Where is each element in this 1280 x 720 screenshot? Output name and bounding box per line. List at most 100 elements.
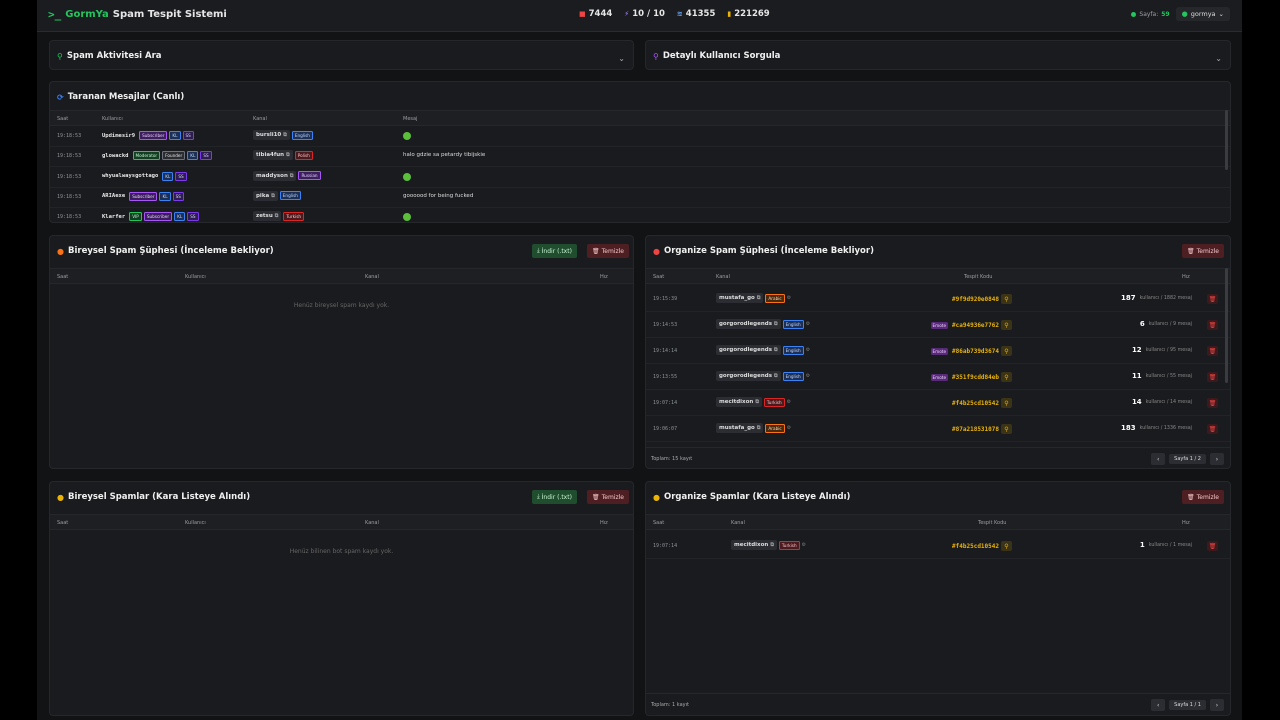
username[interactable]: Updimesir9	[102, 132, 136, 139]
channel-chip[interactable]: bursli10 ⧉	[253, 130, 290, 140]
detection-code[interactable]: #f4b25cd10542	[952, 542, 999, 550]
table-row[interactable]: 19:07:14 mecitdixon ⧉ Turkish ⚙ #f4b25cd105…	[646, 533, 1230, 559]
empty-state: Henüz bireysel spam kaydı yok.	[293, 302, 390, 309]
channel-chip[interactable]: gorgorodlegends ⧉	[716, 371, 781, 381]
detection-code[interactable]: #87a218531078	[952, 425, 999, 433]
table-row[interactable]: 19:15:39 mustafa_go ⧉ Arabic ⚙ #9f9d920e084…	[646, 286, 1230, 312]
org-black-footer: Toplam: 1 kayıt ‹ Sayfa 1 / 1 ›	[646, 693, 1230, 715]
username[interactable]: whyualwaysgottago	[102, 173, 159, 180]
org-black-header: Saat Kanal Tespit Kodu Hız	[646, 514, 1230, 530]
search-icon[interactable]: ⚲	[1001, 346, 1012, 356]
badge: Polish	[294, 150, 313, 160]
search-icon[interactable]: ⚲	[1001, 424, 1012, 434]
badge: KL	[187, 151, 199, 161]
settings-icon[interactable]: ⚙	[786, 295, 792, 301]
detection-code[interactable]: #86ab739d3674	[952, 347, 999, 355]
indiv-black-header: Saat Kullanıcı Kanal Hız	[50, 514, 633, 530]
channel-chip[interactable]: mustafa_go ⧉	[716, 293, 764, 303]
count-detail: kullanıcı / 95 mesaj	[1145, 347, 1192, 353]
row-channel: gorgorodlegends ⧉ English ⚙	[716, 371, 810, 381]
col-channel: Kanal	[365, 520, 379, 526]
delete-icon[interactable]: 🗑	[1207, 372, 1218, 382]
delete-icon[interactable]: 🗑	[1207, 398, 1218, 408]
channel-chip[interactable]: mustafa_go ⧉	[716, 423, 764, 433]
channel-chip[interactable]: maddyson ⧉	[253, 170, 297, 181]
search-icon[interactable]: ⚲	[1001, 372, 1012, 382]
channel-chip[interactable]: zetsu ⧉	[253, 211, 282, 222]
badge: Turkish	[778, 540, 800, 550]
username[interactable]: glowackd	[102, 152, 129, 159]
table-row[interactable]: 19:18:53 Klarfer VIP Subscriber KL SS zetsu ⧉…	[50, 208, 1230, 222]
col-user: Kullanıcı	[102, 116, 123, 122]
next-page-button[interactable]: ›	[1210, 453, 1224, 465]
settings-icon[interactable]: ⚙	[786, 425, 792, 431]
chevron-down-icon[interactable]: ⌄	[618, 54, 625, 63]
prev-page-button[interactable]: ‹	[1151, 453, 1166, 465]
delete-icon[interactable]: 🗑	[1207, 541, 1218, 551]
table-row[interactable]: 19:18:53 Updimesir9 Subscriber KL SS bursli…	[50, 127, 1230, 147]
detection-code[interactable]: #ca94936e7762	[952, 321, 999, 329]
channel-chip[interactable]: gorgorodlegends ⧉	[716, 319, 781, 329]
delete-icon[interactable]: 🗑	[1207, 294, 1218, 304]
external-link-icon: ⧉	[286, 152, 290, 159]
org-scrollbar[interactable]	[1225, 268, 1228, 383]
delete-icon[interactable]: 🗑	[1207, 320, 1218, 330]
clear-button[interactable]: 🗑 Temizle	[1182, 490, 1224, 504]
row-actions: 🗑	[1207, 398, 1218, 408]
settings-icon[interactable]: ⚙	[805, 373, 811, 379]
table-row[interactable]: 19:14:14 gorgorodlegends ⧉ English ⚙ Emote #…	[646, 338, 1230, 364]
trash-icon: 🗑	[592, 493, 600, 501]
live-scrollbar[interactable]	[1225, 110, 1228, 170]
col-channel: Kanal	[253, 116, 267, 122]
settings-icon[interactable]: ⚙	[805, 347, 811, 353]
delete-icon[interactable]: 🗑	[1207, 346, 1218, 356]
table-row[interactable]: 19:14:53 gorgorodlegends ⧉ English ⚙ Emote #…	[646, 312, 1230, 338]
chevron-down-icon[interactable]: ⌄	[1215, 54, 1222, 63]
username[interactable]: Klarfer	[102, 213, 126, 220]
col-speed: Hız	[600, 274, 608, 280]
download-icon: ⤓	[537, 493, 540, 500]
search-icon: ⚲	[57, 51, 63, 61]
detection-code[interactable]: #351f9cdd84eb	[952, 373, 999, 381]
channel-chip[interactable]: gorgorodlegends ⧉	[716, 345, 781, 355]
username[interactable]: ARIAexe	[102, 193, 126, 200]
search-icon[interactable]: ⚲	[1001, 320, 1012, 330]
download-button[interactable]: ⤓ İndir (.txt)	[532, 490, 577, 504]
settings-icon[interactable]: ⚙	[801, 542, 807, 548]
user-menu-button[interactable]: ● gormya ⌄	[1175, 7, 1230, 21]
table-row[interactable]: 19:07:14 mecitdixon ⧉ Turkish ⚙ #f4b25cd105…	[646, 390, 1230, 416]
clear-button[interactable]: 🗑 Temizle	[1182, 244, 1224, 258]
clear-button[interactable]: 🗑 Temizle	[587, 244, 629, 258]
next-page-button[interactable]: ›	[1210, 699, 1224, 711]
channel-chip[interactable]: pika ⧉	[253, 190, 278, 201]
search-panel[interactable]: ⚲ Spam Aktivitesi Ara ⌄	[49, 40, 634, 70]
trash-icon: 🗑	[1187, 493, 1195, 501]
table-row[interactable]: 19:18:53 ARIAexe Subscriber KL SS pika ⧉ Engl…	[50, 188, 1230, 208]
prev-page-button[interactable]: ‹	[1151, 699, 1166, 711]
brand[interactable]: >_ GormYa Spam Tespit Sistemi	[48, 8, 227, 21]
search-icon[interactable]: ⚲	[1001, 398, 1012, 408]
video-icon: ■	[579, 10, 586, 18]
table-row[interactable]: 19:18:53 whyualwaysgottago KL SS maddyson ⧉…	[50, 168, 1230, 188]
badge: SS	[187, 212, 199, 222]
channel-chip[interactable]: mecitdixon ⧉	[716, 397, 762, 407]
detection-code[interactable]: #f4b25cd10542	[952, 399, 999, 407]
table-row[interactable]: 19:13:55 gorgorodlegends ⧉ English ⚙ Emote #…	[646, 364, 1230, 390]
delete-icon[interactable]: 🗑	[1207, 424, 1218, 434]
table-row[interactable]: 19:06:07 mustafa_go ⧉ Arabic ⚙ #87a21853107…	[646, 416, 1230, 442]
settings-icon[interactable]: ⚙	[786, 399, 792, 405]
lookup-panel[interactable]: ⚲ Detaylı Kullanıcı Sorgula ⌄	[645, 40, 1231, 70]
search-icon[interactable]: ⚲	[1001, 294, 1012, 304]
settings-icon[interactable]: ⚙	[805, 321, 811, 327]
channel-chip[interactable]: mecitdixon ⧉	[731, 540, 777, 550]
row-actions: 🗑	[1207, 424, 1218, 434]
channel-name: gorgorodlegends	[719, 373, 772, 379]
table-row[interactable]: 19:18:53 glowackd Moderator Founder KL SS ti…	[50, 147, 1230, 168]
row-speed: 6 kullanıcı / 9 mesaj	[1140, 320, 1192, 328]
download-button[interactable]: ⤓ İndir (.txt)	[532, 244, 577, 258]
search-icon[interactable]: ⚲	[1001, 541, 1012, 551]
row-channel: gorgorodlegends ⧉ English ⚙	[716, 345, 810, 355]
clear-button[interactable]: 🗑 Temizle	[587, 490, 629, 504]
detection-code[interactable]: #9f9d920e0848	[952, 295, 999, 303]
channel-chip[interactable]: tibia4fun ⧉	[253, 150, 293, 161]
